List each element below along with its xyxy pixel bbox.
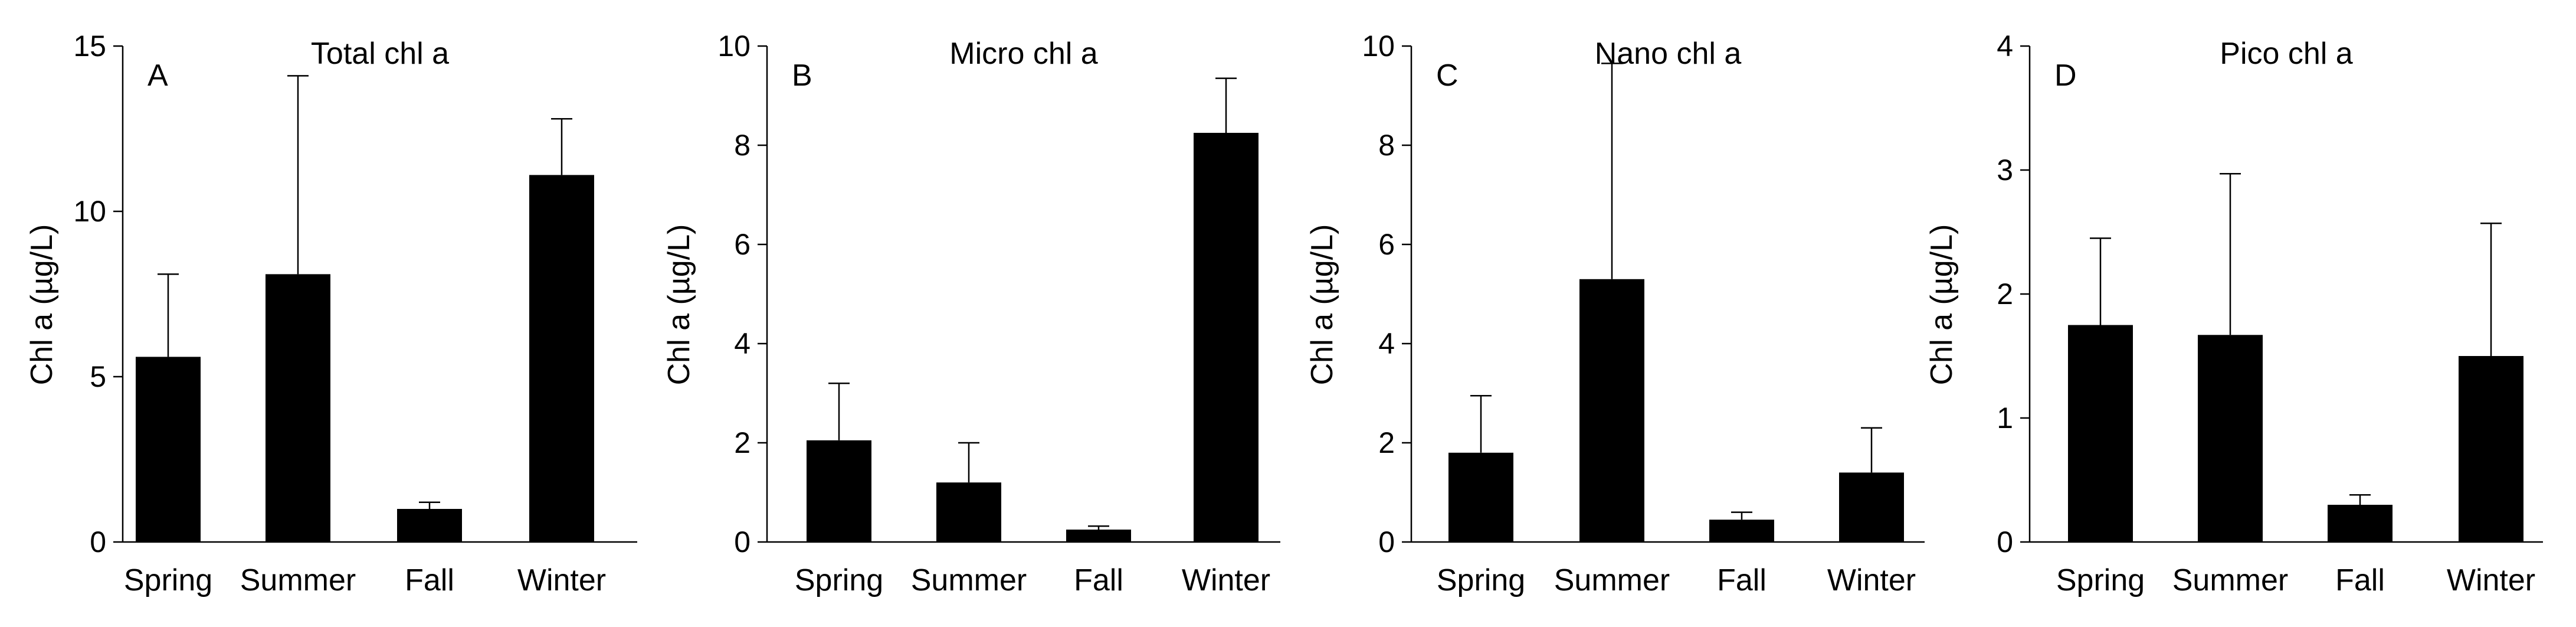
panel-letter: A	[148, 58, 168, 93]
bar-spring	[2068, 325, 2133, 542]
panel-letter: B	[792, 58, 812, 93]
y-tick-label: 8	[1378, 129, 1395, 162]
panel-letter: C	[1436, 58, 1459, 93]
y-tick-label: 15	[73, 30, 106, 63]
y-axis-title: Chl a (µg/L)	[1925, 224, 1959, 386]
chart-panel-c: 0 2 4 6 8 10 Spring Summer Fall Winter Chl a (µg/L…	[1305, 30, 1925, 597]
bar-fall	[1709, 520, 1774, 542]
y-tick-label: 0	[734, 525, 750, 559]
x-category-label: Fall	[1074, 563, 1123, 597]
chart-panel-d: 0 1 2 3 4 Spring Summer Fall Winter Chl a (µg/L) D…	[1925, 30, 2543, 597]
y-tick-label: 0	[1378, 525, 1395, 559]
bar-summer	[2198, 335, 2263, 542]
x-category-label: Fall	[1717, 563, 1767, 597]
panel-title: Nano chl a	[1595, 37, 1742, 71]
y-tick-label: 6	[734, 228, 750, 261]
y-tick-label: 2	[734, 426, 750, 459]
y-axis-title: Chl a (µg/L)	[1305, 224, 1339, 386]
y-tick-label: 10	[717, 30, 750, 63]
bar-fall	[1066, 530, 1131, 542]
x-category-label: Fall	[2335, 563, 2385, 597]
x-category-label: Summer	[240, 563, 356, 597]
y-tick-label: 5	[90, 360, 106, 393]
bar-summer	[1579, 279, 1644, 542]
y-tick-label: 2	[1997, 277, 2013, 311]
chart-panel-a: 0 5 10 15 Spring Summer Fall Winter Chl a (µg/L)…	[25, 30, 637, 597]
x-category-label: Winter	[517, 563, 606, 597]
y-tick-label: 10	[1362, 30, 1395, 63]
panel-letter: D	[2054, 58, 2077, 93]
x-category-label: Summer	[1554, 563, 1670, 597]
panel-title: Pico chl a	[2220, 37, 2353, 71]
y-tick-label: 0	[1997, 525, 2013, 559]
y-tick-label: 2	[1378, 426, 1395, 459]
bar-winter	[2459, 356, 2523, 542]
x-category-label: Fall	[405, 563, 454, 597]
bar-spring	[136, 357, 201, 542]
y-tick-label: 4	[734, 327, 750, 360]
y-tick-label: 6	[1378, 228, 1395, 261]
y-tick-label: 3	[1997, 154, 2013, 187]
x-category-label: Winter	[1182, 563, 1270, 597]
x-category-label: Summer	[2172, 563, 2288, 597]
x-category-label: Spring	[1437, 563, 1525, 597]
bar-summer	[936, 482, 1001, 542]
y-tick-label: 1	[1997, 401, 2013, 435]
y-tick-label: 8	[734, 129, 750, 162]
y-axis-title: Chl a (µg/L)	[662, 224, 696, 386]
bar-winter	[1194, 133, 1258, 542]
bar-winter	[1839, 472, 1904, 542]
bar-fall	[397, 509, 462, 542]
bar-summer	[266, 274, 330, 542]
x-category-label: Summer	[911, 563, 1027, 597]
bar-fall	[2328, 505, 2393, 542]
bar-winter	[529, 175, 594, 542]
x-category-label: Winter	[2447, 563, 2535, 597]
x-category-label: Winter	[1827, 563, 1916, 597]
y-tick-label: 10	[73, 195, 106, 228]
chart-panel-b: 0 2 4 6 8 10 Spring Summer Fall Winter Chl a (µg/L…	[662, 30, 1280, 597]
y-tick-label: 4	[1997, 30, 2013, 63]
x-category-label: Spring	[124, 563, 212, 597]
x-category-label: Spring	[795, 563, 883, 597]
panel-title: Total chl a	[311, 37, 449, 71]
bar-spring	[807, 440, 871, 542]
y-tick-label: 0	[90, 525, 106, 559]
y-tick-label: 4	[1378, 327, 1395, 360]
panel-title: Micro chl a	[949, 37, 1097, 71]
y-axis-title: Chl a (µg/L)	[25, 224, 59, 386]
bar-spring	[1448, 452, 1513, 542]
x-category-label: Spring	[2056, 563, 2145, 597]
